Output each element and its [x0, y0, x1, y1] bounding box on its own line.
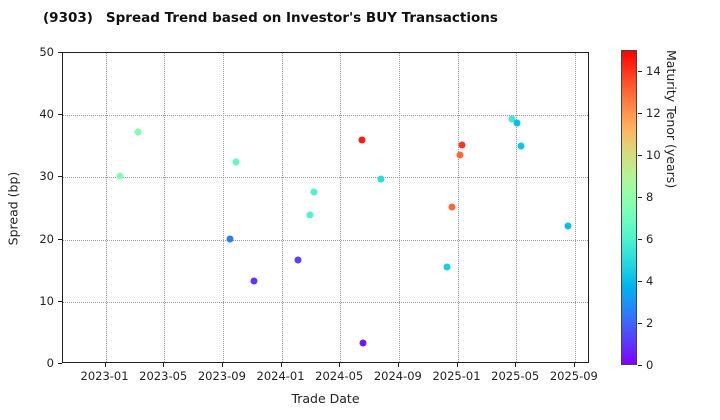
scatter-point: [358, 136, 366, 144]
x-tick-mark: [163, 363, 165, 367]
chart-title: (9303) Spread Trend based on Investor's …: [43, 10, 498, 26]
x-tick-label: 2025-01: [432, 369, 481, 383]
x-tick-label: 2024-05: [315, 369, 364, 383]
chart-title-code: (9303): [43, 10, 93, 26]
y-tick-label: 50: [39, 45, 54, 59]
x-tick-mark: [515, 363, 517, 367]
chart-title-text: Spread Trend based on Investor's BUY Tra…: [105, 10, 498, 26]
colorbar-tick-mark: [638, 239, 642, 240]
x-tick-label: 2023-05: [139, 369, 188, 383]
x-axis-title: Trade Date: [291, 391, 360, 406]
colorbar-tick-label: 12: [646, 106, 661, 120]
y-tick-mark: [58, 114, 62, 116]
scatter-point: [310, 188, 318, 196]
colorbar-tick-label: 0: [646, 358, 654, 372]
y-tick-mark: [58, 52, 62, 53]
colorbar-tick-label: 4: [646, 274, 654, 288]
x-tick-label: 2024-09: [373, 369, 422, 383]
y-tick-mark: [58, 363, 62, 364]
scatter-point: [517, 142, 525, 150]
colorbar-tick-mark: [638, 365, 642, 366]
colorbar-tick-mark: [638, 281, 642, 282]
x-tick-mark: [221, 363, 223, 367]
x-gridline: [398, 53, 400, 362]
x-tick-label: 2025-05: [491, 369, 540, 383]
y-tick-mark: [58, 176, 62, 178]
scatter-point: [564, 222, 572, 230]
scatter-point: [359, 339, 367, 347]
colorbar-tick-mark: [638, 71, 642, 72]
x-gridline: [164, 53, 166, 362]
x-tick-mark: [397, 363, 399, 367]
scatter-point: [443, 263, 451, 271]
x-tick-mark: [104, 363, 106, 367]
x-tick-mark: [280, 363, 282, 367]
x-tick-label: 2023-09: [197, 369, 246, 383]
scatter-point: [513, 119, 521, 127]
scatter-point: [377, 175, 385, 183]
y-tick-mark: [58, 238, 62, 240]
x-gridline: [457, 53, 459, 362]
y-tick-label: 40: [39, 107, 54, 122]
scatter-point: [448, 203, 456, 211]
colorbar-tick-label: 2: [646, 316, 654, 330]
x-tick-mark: [573, 363, 575, 367]
x-gridline: [281, 53, 283, 362]
colorbar-tick-label: 10: [646, 148, 661, 162]
scatter-point: [250, 277, 258, 285]
colorbar-title: Maturity Tenor (years): [664, 50, 679, 189]
colorbar: [621, 50, 637, 365]
y-gridline: [63, 177, 588, 179]
colorbar-tick-label: 6: [646, 232, 654, 246]
colorbar-tick-mark: [638, 323, 642, 324]
scatter-point: [294, 256, 302, 264]
y-tick-label: 10: [39, 293, 54, 308]
scatter-point: [134, 128, 142, 136]
plot-area: [62, 52, 589, 363]
x-gridline: [222, 53, 224, 362]
y-tick-label: 0: [46, 356, 54, 370]
x-gridline: [105, 53, 107, 362]
scatter-point: [456, 151, 464, 159]
y-tick-label: 30: [39, 169, 54, 184]
x-gridline: [516, 53, 518, 362]
colorbar-tick-mark: [638, 155, 642, 156]
colorbar-tick-mark: [638, 113, 642, 114]
colorbar-tick-label: 8: [646, 190, 654, 204]
y-tick-label: 20: [39, 231, 54, 246]
colorbar-tick-mark: [638, 197, 642, 198]
scatter-point: [116, 172, 124, 180]
x-tick-mark: [339, 363, 341, 367]
x-tick-label: 2025-09: [549, 369, 598, 383]
scatter-point: [306, 211, 314, 219]
x-gridline: [574, 53, 576, 362]
scatter-point: [508, 115, 516, 123]
colorbar-tick-label: 14: [646, 64, 661, 78]
scatter-point: [226, 235, 234, 243]
scatter-point: [458, 141, 466, 149]
scatter-point: [232, 158, 240, 166]
y-tick-mark: [58, 300, 62, 302]
x-tick-mark: [456, 363, 458, 367]
y-gridline: [63, 301, 588, 303]
x-tick-label: 2023-01: [80, 369, 129, 383]
x-tick-label: 2024-01: [256, 369, 305, 383]
y-gridline: [63, 115, 588, 117]
x-gridline: [340, 53, 342, 362]
y-gridline: [63, 239, 588, 241]
